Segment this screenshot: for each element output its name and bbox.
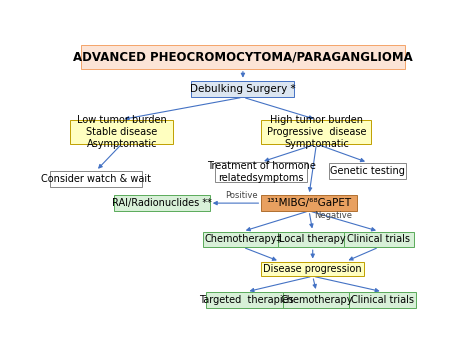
- Text: Targeted  therapies: Targeted therapies: [199, 295, 294, 305]
- FancyBboxPatch shape: [215, 162, 307, 182]
- FancyBboxPatch shape: [191, 81, 294, 97]
- Text: Clinical trials: Clinical trials: [347, 235, 410, 244]
- FancyBboxPatch shape: [202, 232, 283, 247]
- Text: High tumor burden
Progressive  disease
Symptomatic: High tumor burden Progressive disease Sy…: [267, 114, 366, 149]
- FancyBboxPatch shape: [278, 232, 347, 247]
- FancyBboxPatch shape: [261, 195, 357, 211]
- Text: Low tumor burden
Stable disease
Asymptomatic: Low tumor burden Stable disease Asymptom…: [77, 114, 166, 149]
- Text: Positive: Positive: [225, 191, 257, 200]
- Text: ¹³¹MIBG/⁶⁸GaPET: ¹³¹MIBG/⁶⁸GaPET: [266, 198, 352, 208]
- FancyBboxPatch shape: [114, 195, 210, 211]
- FancyBboxPatch shape: [206, 292, 287, 308]
- Text: Treatment of hormone
relatedsymptoms: Treatment of hormone relatedsymptoms: [207, 161, 316, 184]
- FancyBboxPatch shape: [329, 163, 406, 179]
- Text: RAI/Radionuclides **: RAI/Radionuclides **: [112, 198, 212, 208]
- Text: Disease progression: Disease progression: [264, 264, 362, 274]
- Text: Debulking Surgery *: Debulking Surgery *: [190, 84, 296, 94]
- FancyBboxPatch shape: [283, 292, 349, 308]
- FancyBboxPatch shape: [261, 261, 364, 276]
- Text: Chemotherapy‡: Chemotherapy‡: [204, 235, 282, 244]
- FancyBboxPatch shape: [344, 232, 414, 247]
- FancyBboxPatch shape: [261, 120, 372, 144]
- Text: Negative: Negative: [315, 211, 353, 220]
- Text: Chemotherapy: Chemotherapy: [280, 295, 353, 305]
- Text: Clinical trials: Clinical trials: [351, 295, 414, 305]
- Text: Local therapy: Local therapy: [279, 235, 346, 244]
- Text: ADVANCED PHEOCROMOCYTOMA/PARAGANGLIOMA: ADVANCED PHEOCROMOCYTOMA/PARAGANGLIOMA: [73, 50, 413, 63]
- FancyBboxPatch shape: [349, 292, 416, 308]
- FancyBboxPatch shape: [50, 171, 142, 187]
- Text: Genetic testing: Genetic testing: [330, 166, 405, 176]
- FancyBboxPatch shape: [82, 45, 405, 69]
- Text: Consider watch & wait: Consider watch & wait: [41, 174, 151, 184]
- FancyBboxPatch shape: [70, 120, 173, 144]
